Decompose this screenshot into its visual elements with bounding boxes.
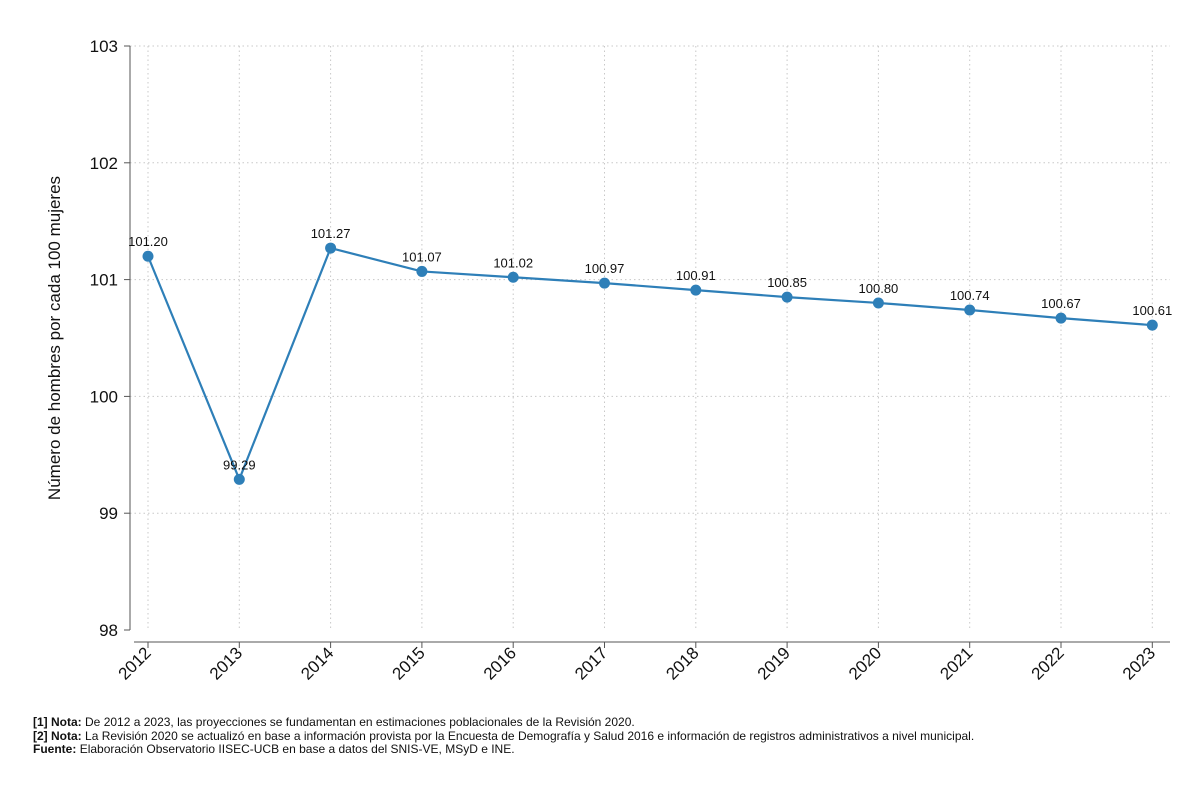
y-tick-label: 99 (99, 504, 118, 523)
y-tick-label: 102 (90, 154, 118, 173)
note-1: [1] Nota: De 2012 a 2023, las proyeccion… (33, 715, 974, 730)
data-point (964, 304, 976, 316)
data-labels: 101.20 99.29 101.27 101.07 101.02 100.97 100.9… (128, 226, 1172, 472)
data-label: 101.02 (493, 255, 533, 270)
data-point (142, 250, 154, 262)
x-tick-label: 2018 (662, 643, 702, 683)
data-label: 100.85 (767, 275, 807, 290)
series-path (146, 246, 1153, 481)
x-tick-label: 2022 (1028, 643, 1068, 683)
series-line (146, 246, 1153, 481)
data-point (1055, 312, 1067, 324)
y-tick-label: 98 (99, 621, 118, 640)
grid-lines (130, 45, 1170, 630)
data-point (872, 297, 884, 309)
x-tick-label: 2012 (115, 643, 155, 683)
data-point (690, 284, 702, 296)
data-label: 99.29 (223, 457, 256, 472)
source-note: Fuente: Elaboración Observatorio IISEC-U… (33, 742, 974, 757)
data-label: 100.97 (585, 261, 625, 276)
x-axis-ticks: 2012 2013 2014 2015 2016 2017 2018 2019 2020 2021… (115, 642, 1159, 684)
y-tick-label: 103 (90, 37, 118, 56)
y-axis-ticks: 98 99 100 101 102 103 (90, 37, 130, 640)
x-tick-label: 2014 (297, 643, 337, 683)
data-point (233, 473, 245, 485)
data-point (781, 291, 793, 303)
note-2: [2] Nota: La Revisión 2020 se actualizó … (33, 728, 975, 744)
data-label: 100.91 (676, 268, 716, 283)
note-2-label: [2] Nota: (33, 728, 82, 743)
x-tick-label: 2015 (389, 643, 429, 683)
y-tick-label: 100 (90, 387, 118, 406)
x-tick-label: 2013 (206, 643, 246, 683)
note-1-label: [1] Nota: (33, 715, 82, 729)
source-text: Elaboración Observatorio IISEC-UCB en ba… (79, 742, 515, 756)
x-tick-label: 2021 (936, 643, 976, 683)
note-1-text: De 2012 a 2023, las proyecciones se fund… (85, 715, 635, 729)
note-2-text: La Revisión 2020 se actualizó en base a … (85, 728, 975, 743)
data-label: 101.27 (311, 226, 351, 241)
x-tick-label: 2023 (1119, 643, 1159, 683)
axes (129, 46, 1170, 643)
footnotes: [1] Nota: De 2012 a 2023, las proyeccion… (33, 715, 975, 757)
x-tick-label: 2016 (480, 643, 520, 683)
data-point (325, 242, 337, 254)
data-point (416, 265, 428, 277)
data-label: 100.80 (859, 281, 899, 296)
data-point (507, 271, 519, 283)
data-points (142, 242, 1158, 485)
data-label: 100.61 (1132, 303, 1172, 318)
y-axis-label: Número de hombres por cada 100 mujeres (45, 176, 64, 500)
x-tick-label: 2020 (845, 643, 885, 683)
data-label: 101.20 (128, 234, 168, 249)
x-tick-label: 2017 (571, 643, 611, 683)
data-point (1146, 319, 1158, 331)
data-label: 101.07 (402, 249, 442, 264)
y-tick-label: 101 (90, 271, 118, 290)
data-label: 100.74 (950, 288, 990, 303)
data-label: 100.67 (1041, 296, 1081, 311)
x-tick-label: 2019 (754, 643, 794, 683)
source-label: Fuente: (33, 742, 77, 756)
data-point (599, 277, 610, 289)
